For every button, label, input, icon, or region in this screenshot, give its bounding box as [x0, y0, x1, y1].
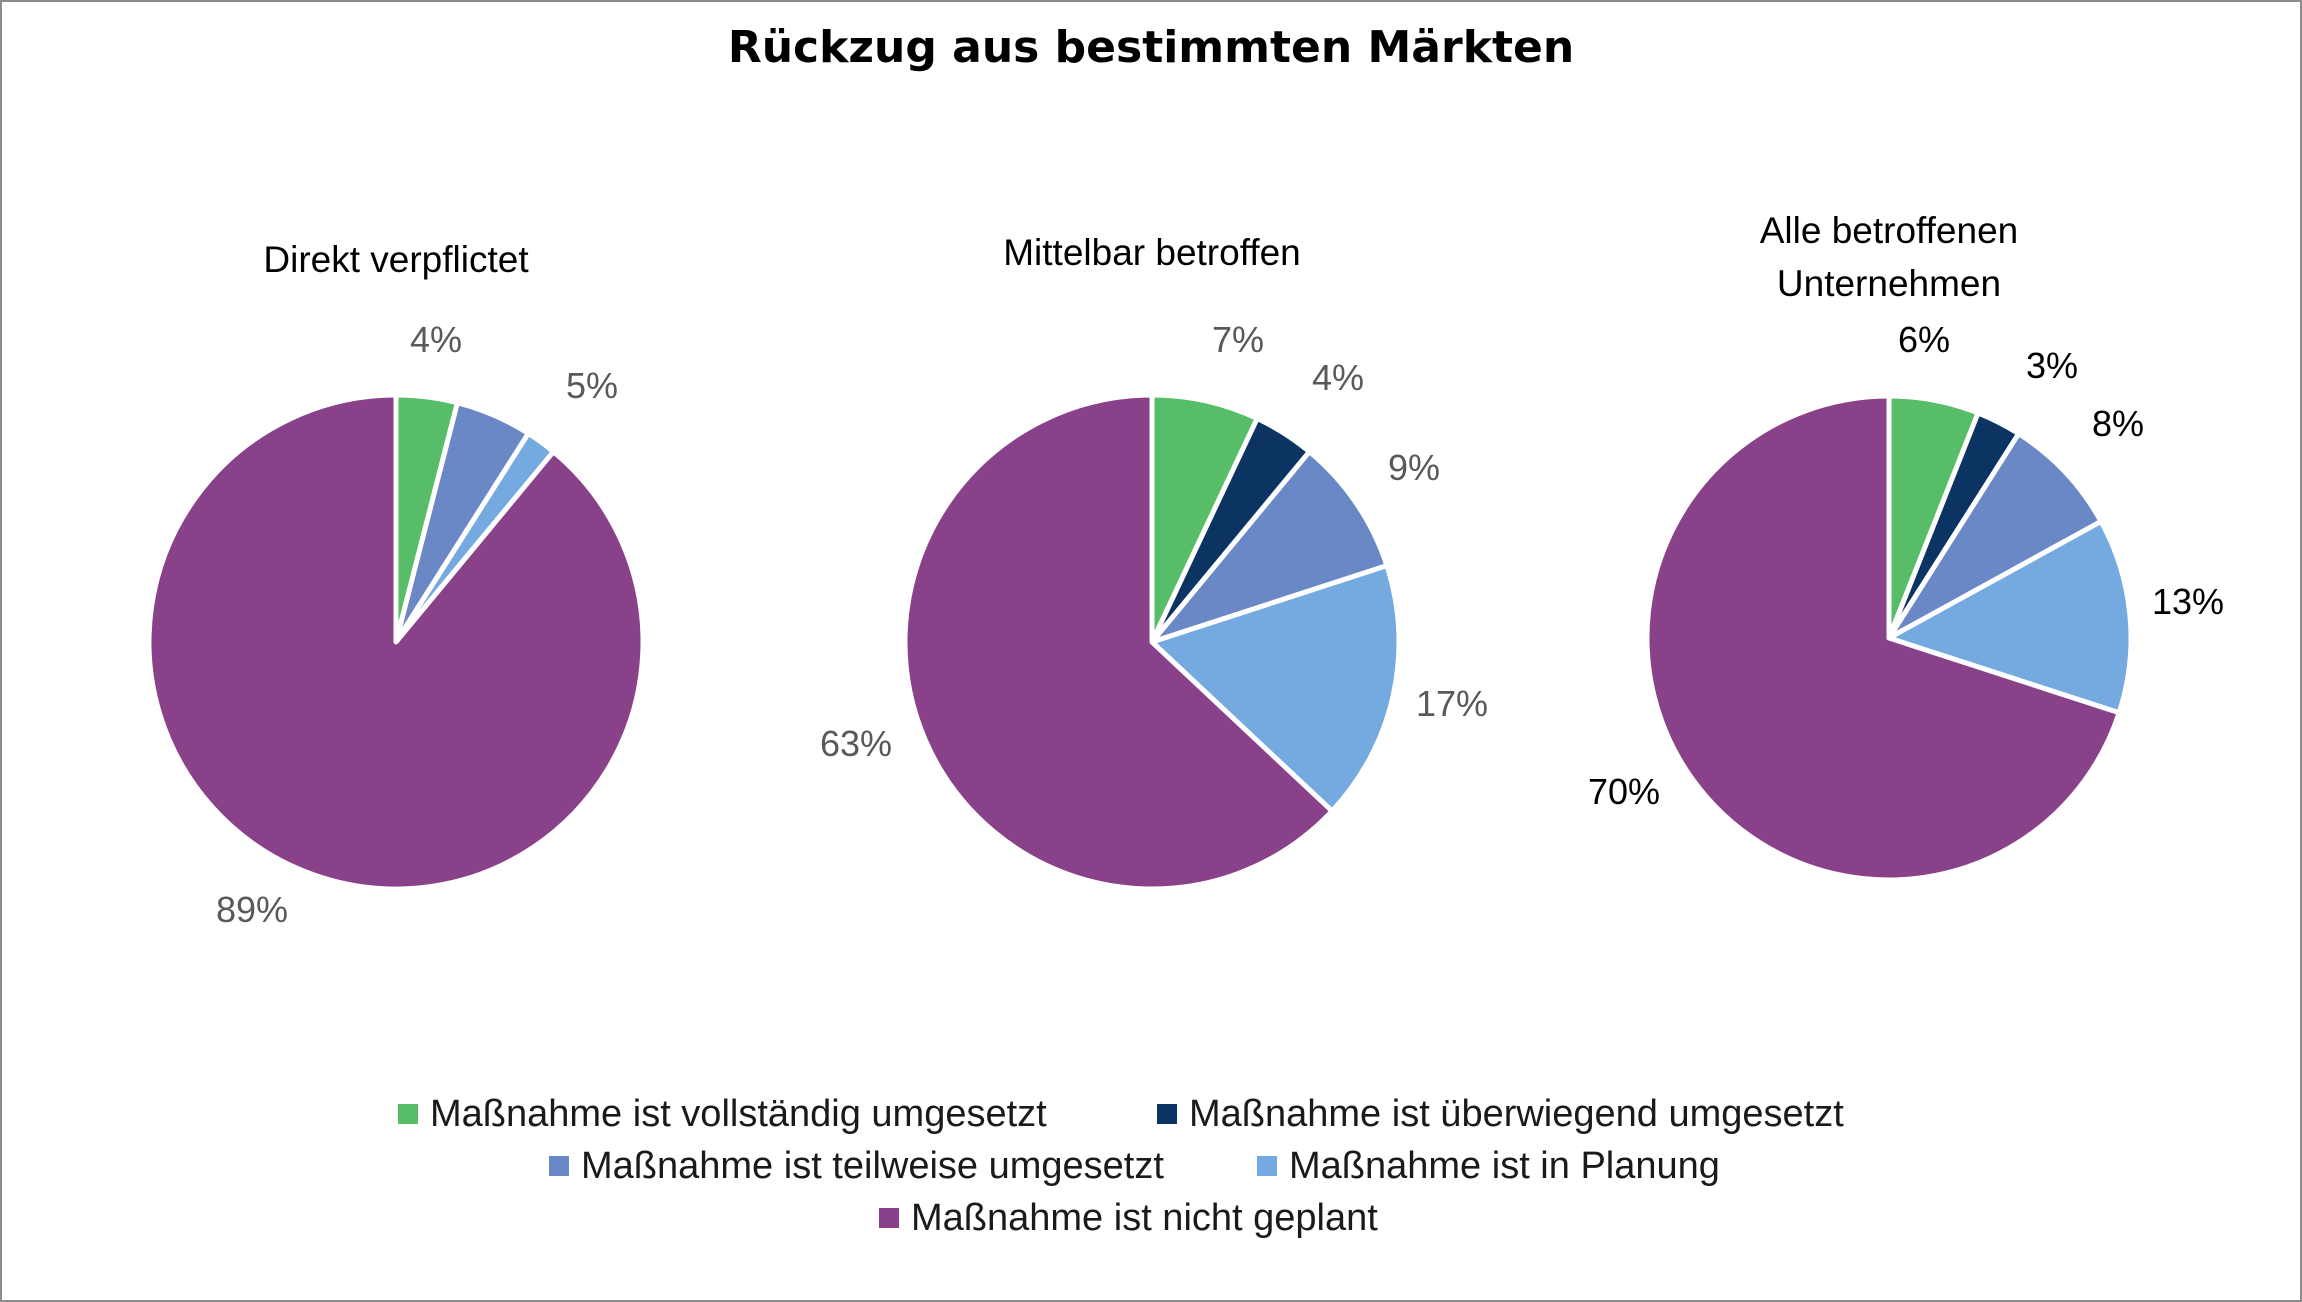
pies-layer: Direkt verpflictet 4% 5% 89% Mittelbar betro… [146, 210, 2224, 930]
legend: Maßnahme ist vollständig umgesetzt Maßnah… [398, 1093, 1844, 1239]
legend-label: Maßnahme ist vollständig umgesetzt [430, 1093, 1047, 1135]
pie-title: Alle betroffenen [1760, 210, 2019, 251]
data-label: 70% [1588, 771, 1660, 812]
legend-item: Maßnahme ist vollständig umgesetzt [398, 1093, 1047, 1135]
data-label: 5% [566, 365, 618, 406]
legend-swatch [1157, 1104, 1177, 1124]
data-label: 89% [216, 889, 288, 930]
data-label: 9% [1388, 447, 1440, 488]
pie-chart-3: Alle betroffenen Unternehmen 6% 3% 8% 13% 70% [1588, 210, 2224, 883]
pie-slice [1886, 431, 2104, 641]
data-label: 17% [1416, 683, 1488, 724]
legend-swatch [1257, 1156, 1277, 1176]
chart-title: Rückzug aus bestimmten Märkten [728, 22, 1574, 73]
pie-slice [1149, 449, 1390, 645]
data-label: 8% [2092, 403, 2144, 444]
legend-label: Maßnahme ist teilweise umgesetzt [581, 1145, 1164, 1187]
pie-title: Unternehmen [1777, 263, 2001, 304]
pie-slice [1886, 518, 2134, 716]
legend-swatch [398, 1104, 418, 1124]
data-label: 4% [1312, 357, 1364, 398]
legend-swatch [879, 1208, 899, 1228]
pie-title: Direkt verpflictet [263, 239, 529, 280]
legend-item: Maßnahme ist überwiegend umgesetzt [1157, 1093, 1844, 1135]
pie-title: Mittelbar betroffen [1003, 232, 1301, 273]
legend-item: Maßnahme ist teilweise umgesetzt [549, 1145, 1164, 1187]
data-label: 13% [2152, 581, 2224, 622]
pie-slice [146, 392, 646, 892]
pie-slice [1644, 393, 2122, 883]
data-label: 7% [1212, 319, 1264, 360]
legend-item: Maßnahme ist nicht geplant [879, 1197, 1378, 1239]
data-label: 6% [1898, 319, 1950, 360]
data-label: 4% [410, 319, 462, 360]
pie-slice [902, 392, 1335, 892]
pie-chart-1: Direkt verpflictet 4% 5% 89% [146, 239, 646, 930]
pie-slice [1149, 563, 1402, 814]
legend-label: Maßnahme ist überwiegend umgesetzt [1189, 1093, 1844, 1135]
legend-label: Maßnahme ist in Planung [1289, 1145, 1720, 1187]
legend-swatch [549, 1156, 569, 1176]
pie-chart-2: Mittelbar betroffen 7% 4% 9% 17% 63% [820, 232, 1488, 892]
data-label: 3% [2026, 345, 2078, 386]
data-label: 63% [820, 723, 892, 764]
legend-item: Maßnahme ist in Planung [1257, 1145, 1720, 1187]
legend-label: Maßnahme ist nicht geplant [911, 1197, 1378, 1239]
